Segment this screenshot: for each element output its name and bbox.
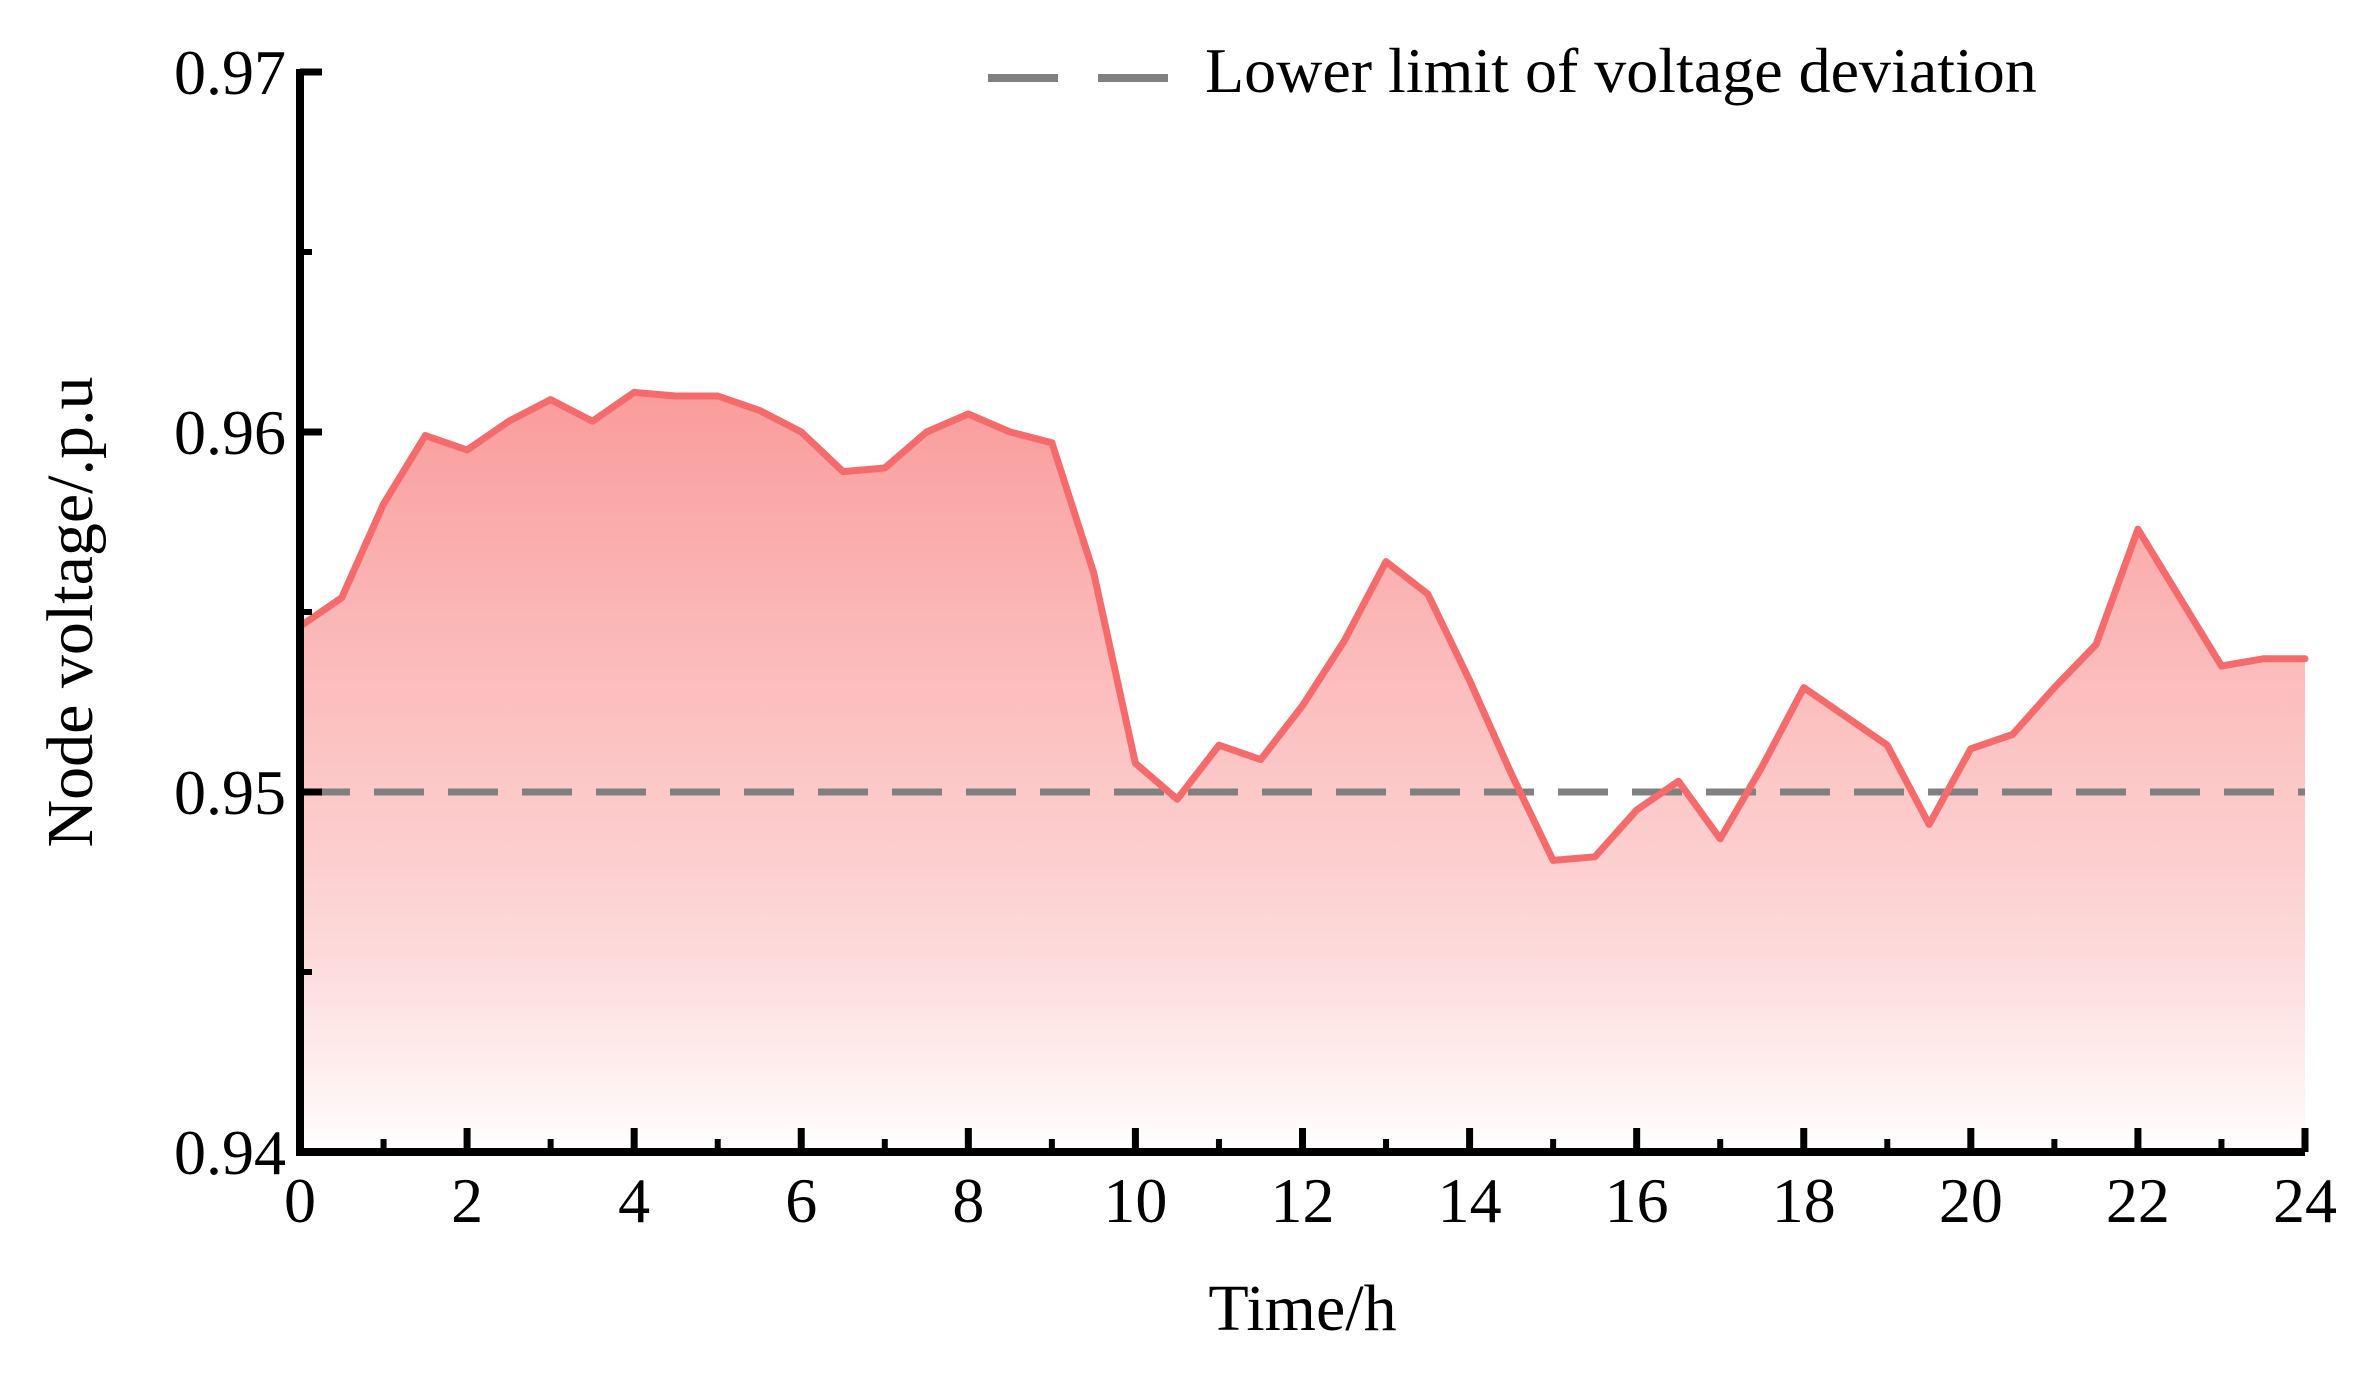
- area-fill-layer: [300, 392, 2305, 1152]
- legend: Lower limit of voltage deviation: [988, 35, 2037, 106]
- x-tick-label: 24: [2273, 1165, 2337, 1236]
- x-tick-label: 12: [1271, 1165, 1335, 1236]
- legend-label-lower-limit: Lower limit of voltage deviation: [1205, 35, 2037, 106]
- x-tick-label: 20: [1939, 1165, 2003, 1236]
- x-tick-label: 10: [1103, 1165, 1167, 1236]
- ticks: [296, 68, 2309, 1156]
- y-axis-title: Node voltage/.p.u: [34, 376, 107, 847]
- series-line-layer: [296, 388, 2309, 864]
- x-tick-label: 6: [785, 1165, 817, 1236]
- y-tick-label: 0.95: [174, 757, 286, 828]
- x-tick-label: 2: [451, 1165, 483, 1236]
- x-axis-title: Time/h: [1208, 1272, 1396, 1345]
- axis-titles: Time/h Node voltage/.p.u: [34, 376, 1397, 1345]
- series-line-node-voltage: [296, 388, 2309, 864]
- x-tick-label: 18: [1772, 1165, 1836, 1236]
- x-tick-label: 8: [952, 1165, 984, 1236]
- tick-labels: 0.940.950.960.970 2 4 6 8 10 12 14 16 18 20 22 24: [174, 37, 2337, 1236]
- x-tick-label: 14: [1438, 1165, 1502, 1236]
- x-tick-label: 16: [1605, 1165, 1669, 1236]
- y-tick-label: 0.96: [174, 397, 286, 468]
- y-tick-label: 0.94: [174, 1117, 286, 1188]
- x-tick-label: 4: [618, 1165, 650, 1236]
- y-tick-label: 0.97: [174, 37, 286, 108]
- x-tick-label: 0: [284, 1165, 316, 1236]
- x-tick-label: 22: [2106, 1165, 2170, 1236]
- series-area-fill: [300, 392, 2305, 1152]
